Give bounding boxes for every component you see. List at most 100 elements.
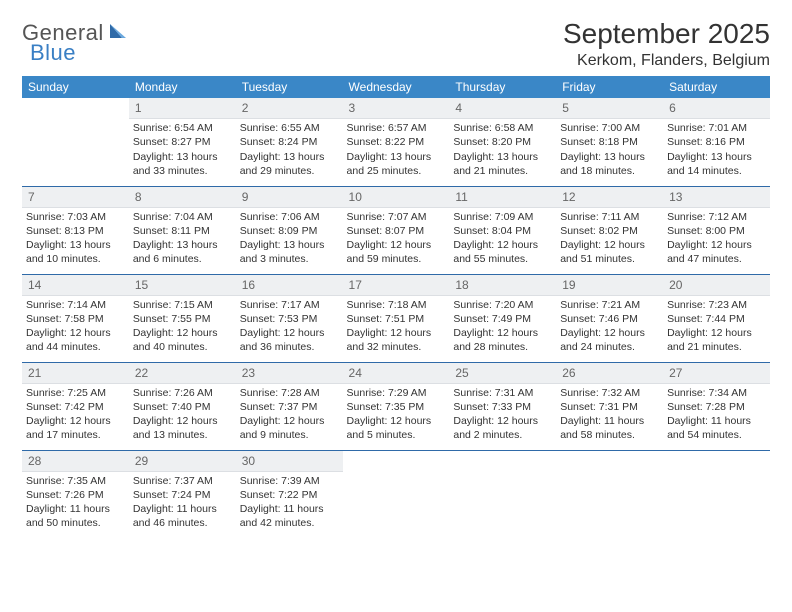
sunrise-text: Sunrise: 7:06 AM [240, 210, 339, 224]
day-number: 18 [449, 275, 556, 296]
day-number: 3 [343, 98, 450, 119]
daylight-text: Daylight: 12 hours and 2 minutes. [453, 414, 552, 442]
calendar-cell: 13Sunrise: 7:12 AMSunset: 8:00 PMDayligh… [663, 186, 770, 274]
sunset-text: Sunset: 8:00 PM [667, 224, 766, 238]
sunset-text: Sunset: 7:53 PM [240, 312, 339, 326]
daylight-text: Daylight: 12 hours and 32 minutes. [347, 326, 446, 354]
daylight-text: Daylight: 12 hours and 5 minutes. [347, 414, 446, 442]
calendar-cell: 18Sunrise: 7:20 AMSunset: 7:49 PMDayligh… [449, 274, 556, 362]
day-number: 2 [236, 98, 343, 119]
sunrise-text: Sunrise: 7:12 AM [667, 210, 766, 224]
daylight-text: Daylight: 13 hours and 3 minutes. [240, 238, 339, 266]
daylight-text: Daylight: 11 hours and 58 minutes. [560, 414, 659, 442]
cell-body: Sunrise: 7:14 AMSunset: 7:58 PMDaylight:… [22, 296, 129, 355]
calendar-cell [556, 450, 663, 538]
sunset-text: Sunset: 8:27 PM [133, 135, 232, 149]
cell-body: Sunrise: 7:06 AMSunset: 8:09 PMDaylight:… [236, 208, 343, 267]
calendar-cell: 2Sunrise: 6:55 AMSunset: 8:24 PMDaylight… [236, 98, 343, 186]
sunrise-text: Sunrise: 7:09 AM [453, 210, 552, 224]
sunrise-text: Sunrise: 7:28 AM [240, 386, 339, 400]
sunset-text: Sunset: 8:20 PM [453, 135, 552, 149]
sunset-text: Sunset: 7:37 PM [240, 400, 339, 414]
month-title: September 2025 [563, 18, 770, 50]
daylight-text: Daylight: 13 hours and 18 minutes. [560, 150, 659, 178]
calendar-cell: 17Sunrise: 7:18 AMSunset: 7:51 PMDayligh… [343, 274, 450, 362]
cell-body: Sunrise: 7:37 AMSunset: 7:24 PMDaylight:… [129, 472, 236, 531]
day-number: 29 [129, 451, 236, 472]
cell-body: Sunrise: 7:23 AMSunset: 7:44 PMDaylight:… [663, 296, 770, 355]
calendar-cell: 29Sunrise: 7:37 AMSunset: 7:24 PMDayligh… [129, 450, 236, 538]
cell-body: Sunrise: 7:12 AMSunset: 8:00 PMDaylight:… [663, 208, 770, 267]
day-number: 30 [236, 451, 343, 472]
sunset-text: Sunset: 8:16 PM [667, 135, 766, 149]
calendar-cell: 20Sunrise: 7:23 AMSunset: 7:44 PMDayligh… [663, 274, 770, 362]
cell-body: Sunrise: 7:00 AMSunset: 8:18 PMDaylight:… [556, 119, 663, 178]
calendar-cell: 21Sunrise: 7:25 AMSunset: 7:42 PMDayligh… [22, 362, 129, 450]
cell-body: Sunrise: 7:15 AMSunset: 7:55 PMDaylight:… [129, 296, 236, 355]
sunrise-text: Sunrise: 7:01 AM [667, 121, 766, 135]
day-number: 13 [663, 187, 770, 208]
day-number: 7 [22, 187, 129, 208]
day-number: 15 [129, 275, 236, 296]
calendar-cell: 5Sunrise: 7:00 AMSunset: 8:18 PMDaylight… [556, 98, 663, 186]
sunset-text: Sunset: 7:44 PM [667, 312, 766, 326]
day-number: 27 [663, 363, 770, 384]
sunrise-text: Sunrise: 7:11 AM [560, 210, 659, 224]
calendar-cell: 10Sunrise: 7:07 AMSunset: 8:07 PMDayligh… [343, 186, 450, 274]
sunrise-text: Sunrise: 7:26 AM [133, 386, 232, 400]
sunrise-text: Sunrise: 7:14 AM [26, 298, 125, 312]
daylight-text: Daylight: 11 hours and 50 minutes. [26, 502, 125, 530]
calendar-cell: 8Sunrise: 7:04 AMSunset: 8:11 PMDaylight… [129, 186, 236, 274]
day-number: 12 [556, 187, 663, 208]
daylight-text: Daylight: 13 hours and 33 minutes. [133, 150, 232, 178]
weekday-header: Sunday [22, 76, 129, 98]
calendar-row: 14Sunrise: 7:14 AMSunset: 7:58 PMDayligh… [22, 274, 770, 362]
sunset-text: Sunset: 8:07 PM [347, 224, 446, 238]
sunset-text: Sunset: 8:13 PM [26, 224, 125, 238]
day-number: 25 [449, 363, 556, 384]
weekday-header: Thursday [449, 76, 556, 98]
calendar-cell: 14Sunrise: 7:14 AMSunset: 7:58 PMDayligh… [22, 274, 129, 362]
cell-body: Sunrise: 7:17 AMSunset: 7:53 PMDaylight:… [236, 296, 343, 355]
cell-body: Sunrise: 7:21 AMSunset: 7:46 PMDaylight:… [556, 296, 663, 355]
daylight-text: Daylight: 11 hours and 54 minutes. [667, 414, 766, 442]
calendar-cell: 25Sunrise: 7:31 AMSunset: 7:33 PMDayligh… [449, 362, 556, 450]
daylight-text: Daylight: 12 hours and 21 minutes. [667, 326, 766, 354]
sunset-text: Sunset: 7:28 PM [667, 400, 766, 414]
calendar-cell: 9Sunrise: 7:06 AMSunset: 8:09 PMDaylight… [236, 186, 343, 274]
calendar-row: 21Sunrise: 7:25 AMSunset: 7:42 PMDayligh… [22, 362, 770, 450]
cell-body: Sunrise: 6:54 AMSunset: 8:27 PMDaylight:… [129, 119, 236, 178]
sunrise-text: Sunrise: 7:39 AM [240, 474, 339, 488]
sunrise-text: Sunrise: 7:20 AM [453, 298, 552, 312]
sunset-text: Sunset: 7:58 PM [26, 312, 125, 326]
cell-body: Sunrise: 7:09 AMSunset: 8:04 PMDaylight:… [449, 208, 556, 267]
cell-body: Sunrise: 7:39 AMSunset: 7:22 PMDaylight:… [236, 472, 343, 531]
cell-body: Sunrise: 7:29 AMSunset: 7:35 PMDaylight:… [343, 384, 450, 443]
sunset-text: Sunset: 8:24 PM [240, 135, 339, 149]
cell-body: Sunrise: 6:58 AMSunset: 8:20 PMDaylight:… [449, 119, 556, 178]
sunrise-text: Sunrise: 7:34 AM [667, 386, 766, 400]
sail-icon [108, 22, 128, 45]
sunrise-text: Sunrise: 7:00 AM [560, 121, 659, 135]
cell-body: Sunrise: 7:28 AMSunset: 7:37 PMDaylight:… [236, 384, 343, 443]
daylight-text: Daylight: 13 hours and 29 minutes. [240, 150, 339, 178]
day-number: 23 [236, 363, 343, 384]
day-number: 9 [236, 187, 343, 208]
cell-body: Sunrise: 7:34 AMSunset: 7:28 PMDaylight:… [663, 384, 770, 443]
sunrise-text: Sunrise: 6:58 AM [453, 121, 552, 135]
sunset-text: Sunset: 7:40 PM [133, 400, 232, 414]
calendar-cell: 1Sunrise: 6:54 AMSunset: 8:27 PMDaylight… [129, 98, 236, 186]
daylight-text: Daylight: 12 hours and 51 minutes. [560, 238, 659, 266]
logo-text-blue: Blue [30, 40, 76, 65]
cell-body: Sunrise: 7:03 AMSunset: 8:13 PMDaylight:… [22, 208, 129, 267]
calendar-row: 1Sunrise: 6:54 AMSunset: 8:27 PMDaylight… [22, 98, 770, 186]
sunset-text: Sunset: 7:26 PM [26, 488, 125, 502]
sunrise-text: Sunrise: 7:21 AM [560, 298, 659, 312]
daylight-text: Daylight: 12 hours and 36 minutes. [240, 326, 339, 354]
sunset-text: Sunset: 8:04 PM [453, 224, 552, 238]
calendar-table: Sunday Monday Tuesday Wednesday Thursday… [22, 76, 770, 538]
sunrise-text: Sunrise: 6:57 AM [347, 121, 446, 135]
calendar-cell: 23Sunrise: 7:28 AMSunset: 7:37 PMDayligh… [236, 362, 343, 450]
calendar-cell: 12Sunrise: 7:11 AMSunset: 8:02 PMDayligh… [556, 186, 663, 274]
calendar-row: 28Sunrise: 7:35 AMSunset: 7:26 PMDayligh… [22, 450, 770, 538]
